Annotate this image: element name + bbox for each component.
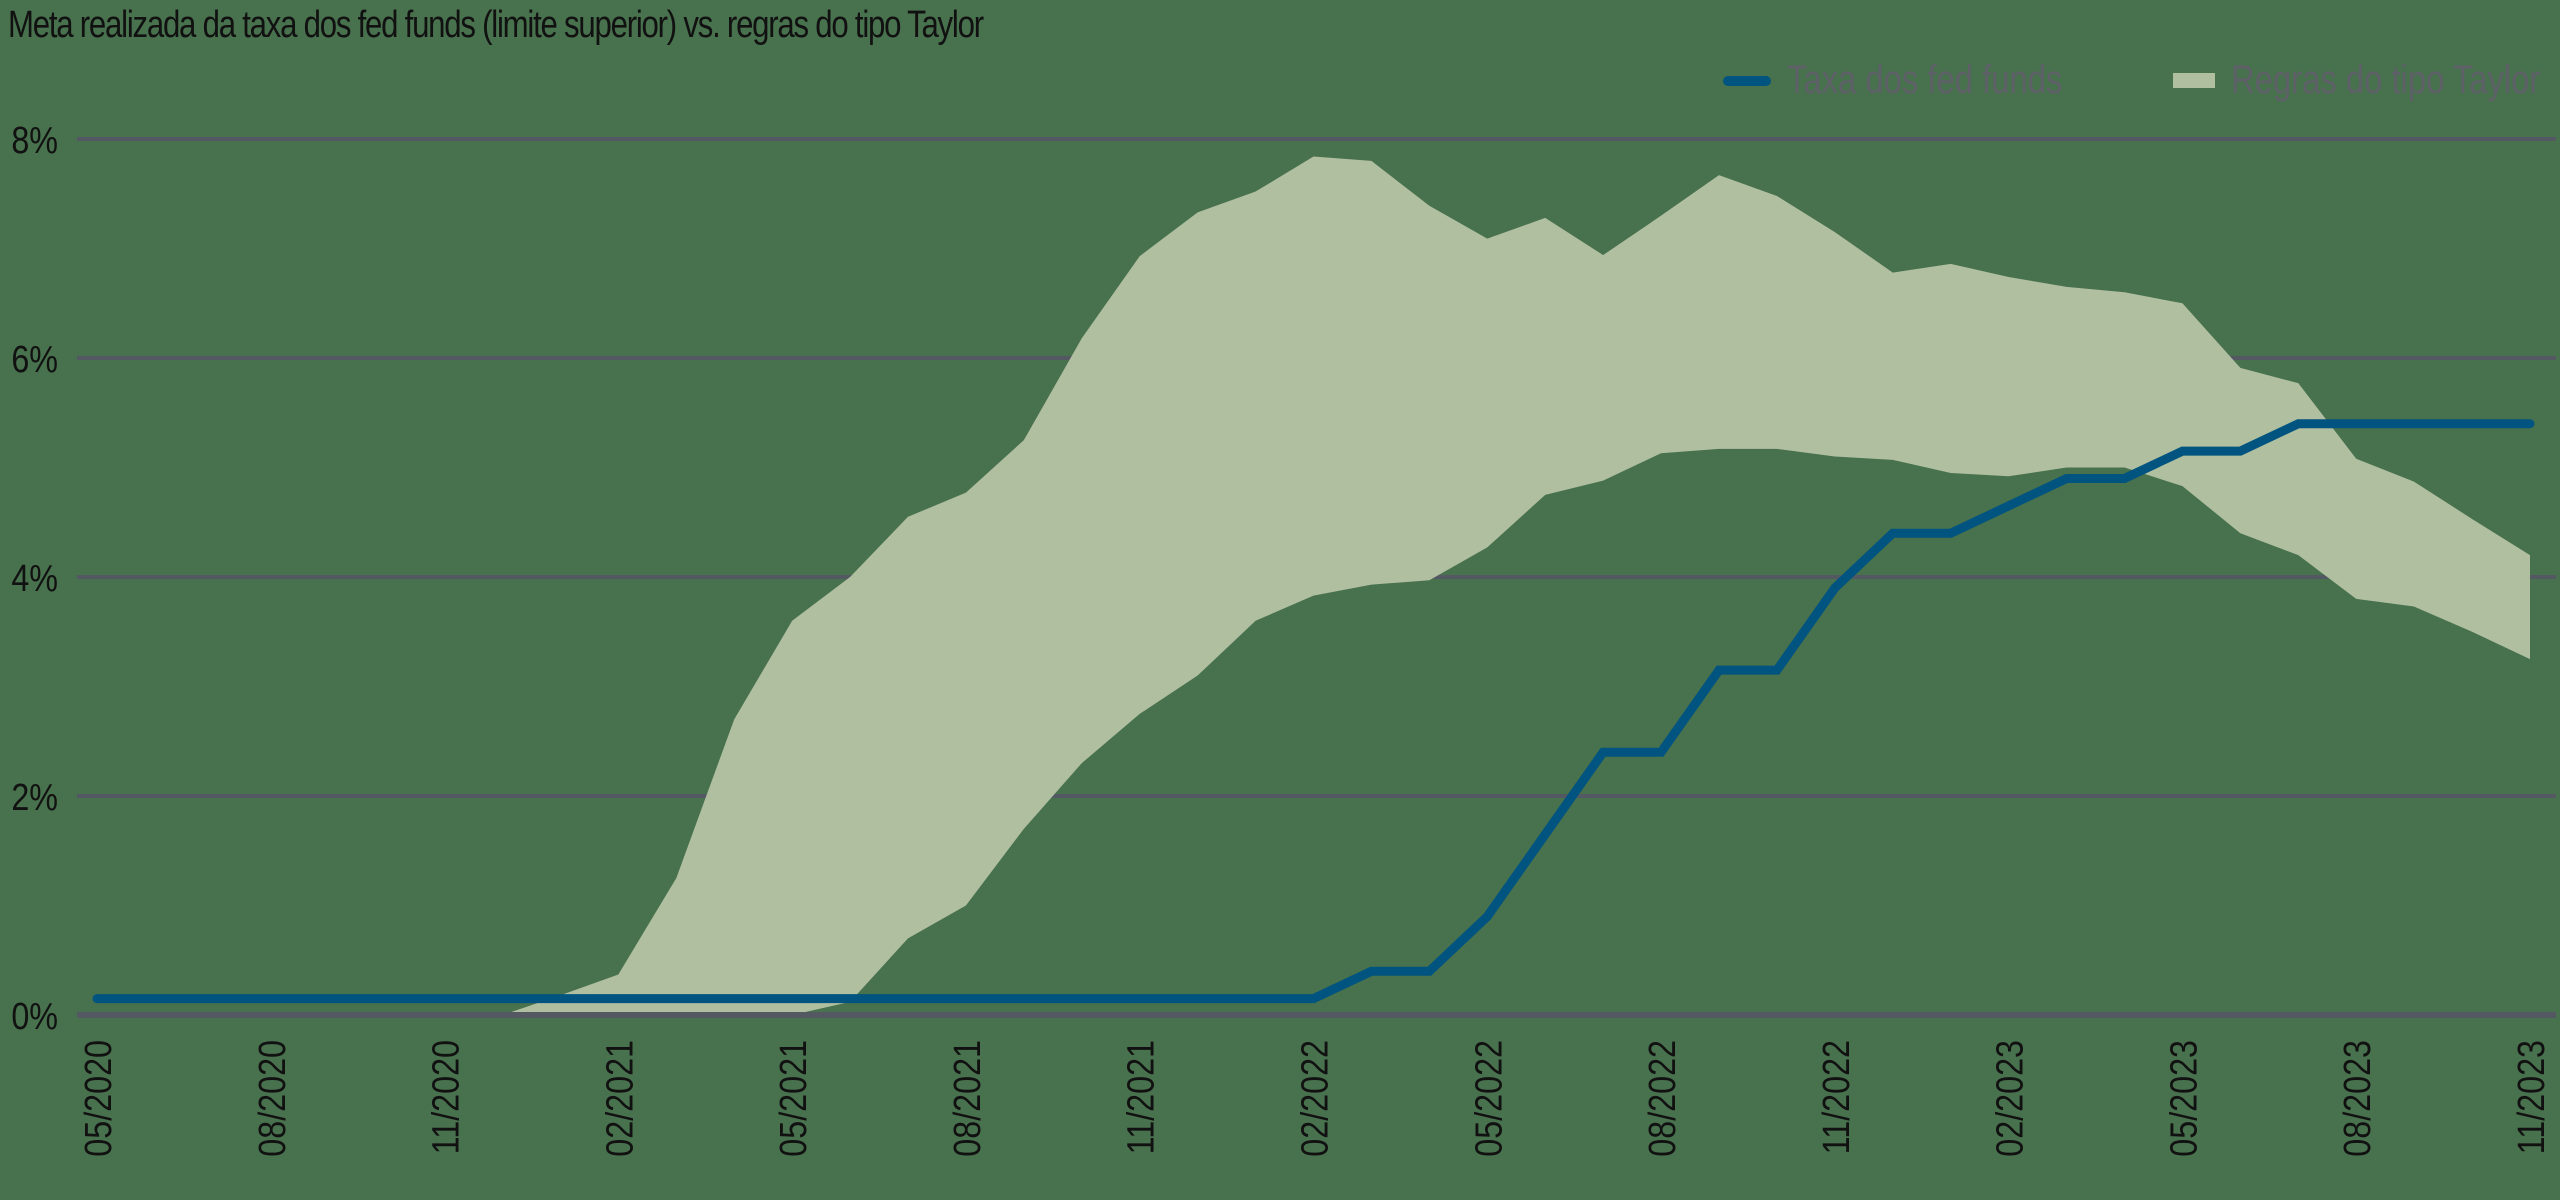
x-axis-ticks: 05/2020 08/2020 11/2020 02/2021 05/2021 08/20… xyxy=(78,1040,2553,1157)
y-tick-label: 0% xyxy=(11,996,58,1038)
area-swatch-icon xyxy=(2172,73,2215,88)
x-tick-label: 02/2023 xyxy=(1989,1040,2031,1157)
x-tick-label: 11/2022 xyxy=(1815,1040,1857,1154)
x-tick-label: 05/2020 xyxy=(78,1040,120,1157)
x-tick-label: 02/2021 xyxy=(599,1040,641,1157)
x-tick-label: 02/2022 xyxy=(1294,1040,1336,1157)
y-tick-label: 4% xyxy=(11,558,58,600)
taylor-rules-band xyxy=(502,156,2530,1015)
legend-label: Regras do tipo Taylor xyxy=(2230,58,2541,102)
x-tick-label: 05/2021 xyxy=(773,1040,815,1157)
x-tick-label: 11/2023 xyxy=(2511,1040,2553,1154)
taylor-band-area xyxy=(502,156,2530,1015)
line-swatch-icon xyxy=(1722,75,1771,86)
x-tick-label: 05/2023 xyxy=(2163,1040,2205,1157)
fed-funds-polyline xyxy=(92,419,2535,1004)
legend-item-fed-funds: Taxa dos fed funds xyxy=(1722,58,2063,103)
x-tick-label: 11/2020 xyxy=(425,1040,467,1154)
x-tick-label: 08/2022 xyxy=(1642,1040,1684,1157)
fed-funds-line xyxy=(92,419,2535,1004)
y-tick-label: 2% xyxy=(11,777,58,819)
x-tick-label: 08/2021 xyxy=(947,1040,989,1157)
y-axis-ticks: 0% 2% 4% 6% 8% xyxy=(11,120,58,1038)
legend-label: Taxa dos fed funds xyxy=(1786,58,2063,102)
x-tick-label: 05/2022 xyxy=(1468,1040,1510,1157)
legend: Taxa dos fed funds Regras do tipo Taylor xyxy=(1673,58,2546,103)
legend-item-taylor-rules: Regras do tipo Taylor xyxy=(2172,58,2546,103)
y-tick-label: 8% xyxy=(11,120,58,162)
y-tick-label: 6% xyxy=(11,339,58,381)
x-tick-label: 08/2023 xyxy=(2337,1040,2379,1157)
x-tick-label: 11/2021 xyxy=(1120,1040,1162,1154)
chart-title: Meta realizada da taxa dos fed funds (li… xyxy=(8,4,984,46)
x-tick-label: 08/2020 xyxy=(251,1040,293,1157)
